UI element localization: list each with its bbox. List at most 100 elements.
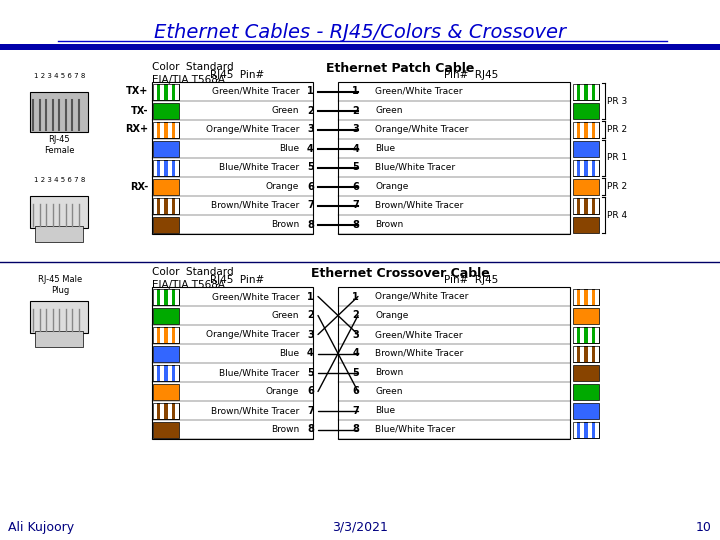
Text: PR 1: PR 1 xyxy=(607,153,627,163)
Bar xyxy=(573,346,599,362)
Bar xyxy=(161,160,164,176)
Bar xyxy=(580,84,584,100)
Bar xyxy=(573,365,599,381)
Bar xyxy=(573,103,599,119)
Bar xyxy=(573,289,599,305)
Text: Green: Green xyxy=(271,106,299,115)
Bar xyxy=(153,84,179,100)
Bar xyxy=(573,422,599,438)
Bar xyxy=(161,327,164,343)
Bar xyxy=(573,141,599,157)
Bar xyxy=(153,327,179,343)
Bar xyxy=(153,160,179,176)
Text: 3: 3 xyxy=(307,125,314,134)
Bar xyxy=(168,84,171,100)
Text: Green: Green xyxy=(375,106,402,115)
Text: Blue/White Tracer: Blue/White Tracer xyxy=(375,163,455,172)
Text: Pin#  RJ45: Pin# RJ45 xyxy=(444,275,499,285)
Bar xyxy=(588,289,592,305)
Bar xyxy=(588,422,592,438)
Bar xyxy=(580,327,584,343)
Text: Orange/White Tracer: Orange/White Tracer xyxy=(375,125,469,134)
Bar xyxy=(573,179,599,195)
Text: 6: 6 xyxy=(307,181,314,192)
Bar xyxy=(153,103,179,119)
Bar xyxy=(175,84,179,100)
Text: Brown: Brown xyxy=(375,368,403,377)
Bar xyxy=(153,84,157,100)
Bar xyxy=(161,403,164,419)
Bar xyxy=(153,422,179,438)
Text: 3/3/2021: 3/3/2021 xyxy=(332,521,388,534)
Bar xyxy=(573,160,599,176)
Bar xyxy=(588,327,592,343)
Bar xyxy=(573,289,599,305)
Bar xyxy=(595,84,599,100)
Bar xyxy=(153,289,157,305)
Bar xyxy=(168,365,171,381)
Bar xyxy=(152,287,313,439)
Text: 1: 1 xyxy=(352,86,359,97)
Bar xyxy=(175,327,179,343)
Bar xyxy=(153,141,179,157)
Bar xyxy=(580,289,584,305)
Bar xyxy=(580,122,584,138)
Text: Green: Green xyxy=(375,387,402,396)
Bar xyxy=(573,422,577,438)
Text: 4: 4 xyxy=(352,144,359,153)
Bar xyxy=(338,82,570,234)
Bar xyxy=(168,160,171,176)
Text: Ali Kujoory: Ali Kujoory xyxy=(8,521,74,534)
Text: 7: 7 xyxy=(307,200,314,211)
Bar xyxy=(573,327,577,343)
Text: Orange/White Tracer: Orange/White Tracer xyxy=(206,330,299,339)
Text: Brown: Brown xyxy=(271,220,299,229)
Text: RJ-45 Male
Plug: RJ-45 Male Plug xyxy=(38,275,82,295)
Bar xyxy=(175,365,179,381)
Bar xyxy=(153,84,179,100)
Text: RJ45  Pin#: RJ45 Pin# xyxy=(210,70,265,80)
Bar xyxy=(580,160,584,176)
Bar xyxy=(573,160,577,176)
Text: Brown/White Tracer: Brown/White Tracer xyxy=(375,201,463,210)
Bar xyxy=(573,122,599,138)
Text: 6: 6 xyxy=(307,387,314,396)
Bar xyxy=(573,122,577,138)
Bar xyxy=(595,198,599,214)
Bar xyxy=(161,198,164,214)
Bar xyxy=(573,122,599,138)
Text: Brown/White Tracer: Brown/White Tracer xyxy=(211,201,299,210)
Text: Green/White Tracer: Green/White Tracer xyxy=(212,292,299,301)
Bar xyxy=(573,346,577,362)
Text: RX-: RX- xyxy=(130,181,148,192)
Bar xyxy=(153,365,179,381)
Bar xyxy=(573,403,599,419)
Text: Blue: Blue xyxy=(279,349,299,358)
Bar xyxy=(175,160,179,176)
Bar xyxy=(175,122,179,138)
Bar xyxy=(573,327,599,343)
Text: 3: 3 xyxy=(352,125,359,134)
Bar xyxy=(153,289,179,305)
Bar xyxy=(153,308,179,324)
Text: Blue/White Tracer: Blue/White Tracer xyxy=(219,163,299,172)
Text: 1 2 3 4 5 6 7 8: 1 2 3 4 5 6 7 8 xyxy=(35,177,86,183)
Bar xyxy=(580,346,584,362)
Bar xyxy=(595,422,599,438)
Bar xyxy=(153,198,179,214)
Text: Green/White Tracer: Green/White Tracer xyxy=(212,87,299,96)
Bar xyxy=(573,198,577,214)
Text: 8: 8 xyxy=(352,424,359,435)
Bar xyxy=(153,346,179,362)
Bar xyxy=(153,160,157,176)
Text: Orange: Orange xyxy=(375,311,408,320)
Bar xyxy=(161,365,164,381)
Text: Blue/White Tracer: Blue/White Tracer xyxy=(375,425,455,434)
Text: 5: 5 xyxy=(352,163,359,172)
Text: Green/White Tracer: Green/White Tracer xyxy=(375,330,462,339)
Text: 4: 4 xyxy=(307,348,314,359)
Text: TX-: TX- xyxy=(130,105,148,116)
Text: RJ45  Pin#: RJ45 Pin# xyxy=(210,275,265,285)
Bar xyxy=(573,84,599,100)
Bar xyxy=(573,198,599,214)
